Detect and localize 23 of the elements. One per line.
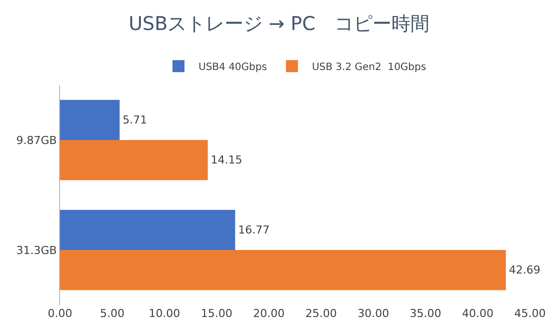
x-tick-label: 35.00 xyxy=(410,307,442,320)
x-tick-label: 20.00 xyxy=(253,307,285,320)
chart-title: USBストレージ → PC コピー時間 xyxy=(128,13,430,36)
bar xyxy=(60,210,236,250)
data-label: 16.77 xyxy=(238,223,270,236)
data-label: 5.71 xyxy=(122,113,148,126)
bar xyxy=(60,100,120,140)
data-label: 42.69 xyxy=(508,264,540,277)
x-tick-label: 30.00 xyxy=(358,307,390,320)
x-tick-label: 25.00 xyxy=(305,307,337,320)
y-tick-label: 31.3GB xyxy=(16,244,57,257)
bar xyxy=(60,140,208,180)
legend-label: USB4 40Gbps xyxy=(198,62,267,73)
legend-label: USB 3.2 Gen2 10Gbps xyxy=(312,62,426,73)
x-tick-label: 5.00 xyxy=(100,307,124,320)
x-tick-label: 10.00 xyxy=(148,307,180,320)
y-tick-label: 9.87GB xyxy=(16,134,57,147)
x-tick-label: 45.00 xyxy=(514,307,546,320)
x-tick-label: 0.00 xyxy=(48,307,72,320)
bar xyxy=(60,250,506,290)
x-tick-label: 40.00 xyxy=(462,307,494,320)
x-tick-label: 15.00 xyxy=(200,307,232,320)
data-label: 14.15 xyxy=(210,154,242,167)
